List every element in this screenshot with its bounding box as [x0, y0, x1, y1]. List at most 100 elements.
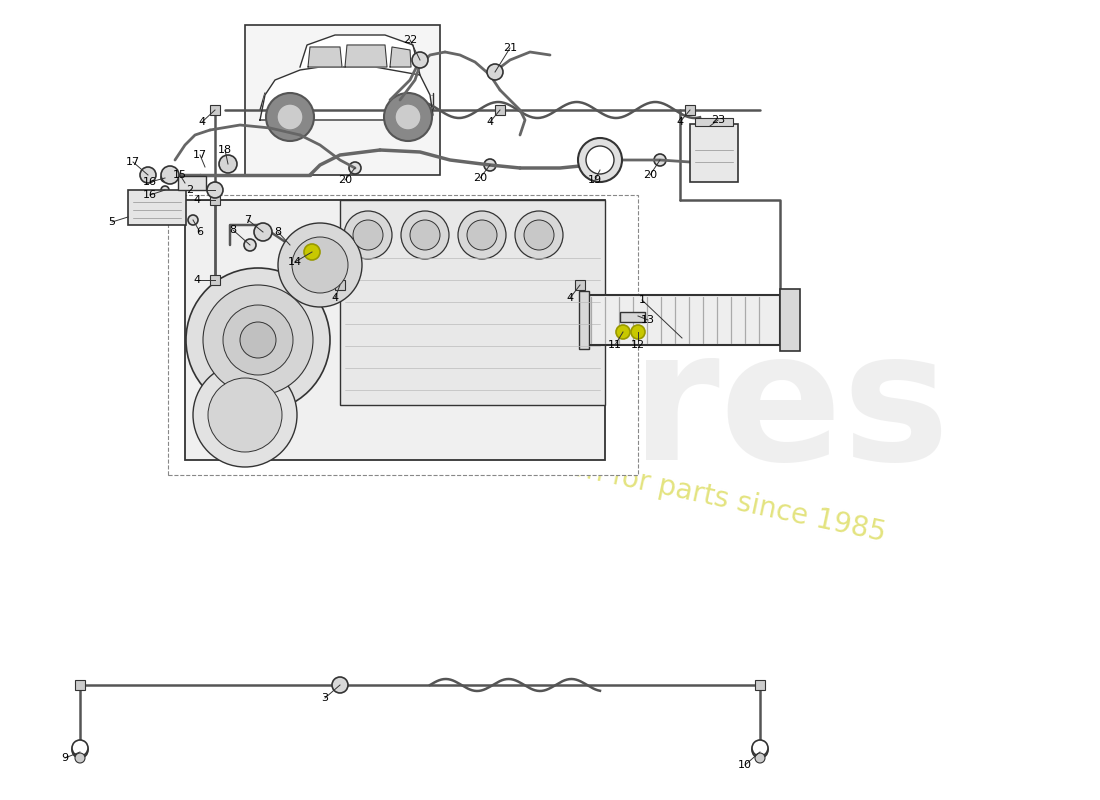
Circle shape: [192, 363, 297, 467]
Text: 5: 5: [109, 217, 116, 227]
Text: 4: 4: [486, 117, 494, 127]
Text: 8: 8: [274, 227, 282, 237]
Circle shape: [395, 104, 421, 130]
Text: 15: 15: [173, 170, 187, 180]
Circle shape: [755, 753, 764, 763]
Circle shape: [204, 285, 314, 395]
Circle shape: [186, 268, 330, 412]
Bar: [685, 105, 695, 115]
Text: 20: 20: [338, 175, 352, 185]
Circle shape: [72, 742, 88, 758]
Circle shape: [278, 223, 362, 307]
Circle shape: [752, 740, 768, 756]
Circle shape: [458, 211, 506, 259]
Text: 2: 2: [186, 185, 194, 195]
Bar: [336, 280, 345, 290]
Text: 20: 20: [642, 170, 657, 180]
Text: 12: 12: [631, 340, 645, 350]
Bar: [695, 118, 733, 126]
Text: 16: 16: [143, 190, 157, 200]
Text: 17: 17: [125, 157, 140, 167]
Circle shape: [277, 104, 302, 130]
Bar: [755, 680, 764, 690]
Text: 3: 3: [321, 693, 329, 703]
Text: 4: 4: [198, 117, 206, 127]
Circle shape: [266, 93, 314, 141]
Bar: [168, 195, 638, 475]
Text: 4: 4: [331, 293, 339, 303]
Circle shape: [254, 223, 272, 241]
Circle shape: [487, 64, 503, 80]
Text: ares: ares: [509, 322, 950, 498]
Polygon shape: [300, 35, 420, 75]
Circle shape: [349, 162, 361, 174]
Text: 11: 11: [608, 340, 622, 350]
Circle shape: [384, 93, 432, 141]
Bar: [620, 312, 645, 322]
Circle shape: [524, 220, 554, 250]
Circle shape: [219, 155, 236, 173]
Circle shape: [515, 211, 563, 259]
Circle shape: [616, 325, 630, 339]
Bar: [340, 200, 605, 405]
Circle shape: [353, 220, 383, 250]
Circle shape: [207, 182, 223, 198]
Bar: [495, 105, 505, 115]
Circle shape: [586, 146, 614, 174]
Bar: [210, 195, 220, 205]
Text: 10: 10: [738, 760, 752, 770]
Text: 21: 21: [503, 43, 517, 53]
Circle shape: [578, 138, 621, 182]
Polygon shape: [260, 67, 433, 120]
Circle shape: [161, 166, 179, 184]
Bar: [75, 680, 85, 690]
Bar: [585, 295, 780, 345]
Text: 4: 4: [566, 293, 573, 303]
Circle shape: [468, 220, 497, 250]
Text: 7: 7: [244, 215, 252, 225]
Text: 22: 22: [403, 35, 417, 45]
Polygon shape: [345, 45, 387, 67]
Bar: [579, 291, 588, 349]
Polygon shape: [308, 47, 342, 67]
Circle shape: [72, 740, 88, 756]
Circle shape: [285, 240, 295, 250]
Circle shape: [410, 220, 440, 250]
Circle shape: [161, 186, 169, 194]
Circle shape: [332, 677, 348, 693]
Bar: [128, 190, 186, 225]
Polygon shape: [390, 47, 411, 67]
Circle shape: [240, 322, 276, 358]
Circle shape: [292, 237, 348, 293]
Text: 14: 14: [288, 257, 302, 267]
Text: 6: 6: [197, 227, 204, 237]
Bar: [245, 25, 440, 175]
Circle shape: [208, 378, 282, 452]
Text: 23: 23: [711, 115, 725, 125]
Bar: [185, 200, 605, 460]
Circle shape: [402, 211, 449, 259]
Circle shape: [244, 239, 256, 251]
Text: 17: 17: [192, 150, 207, 160]
Circle shape: [344, 211, 392, 259]
Text: 13: 13: [641, 315, 654, 325]
Text: 9: 9: [62, 753, 68, 763]
Text: 8: 8: [230, 225, 236, 235]
Bar: [780, 289, 800, 351]
Text: 19: 19: [587, 175, 602, 185]
Text: 4: 4: [676, 117, 683, 127]
Bar: [210, 275, 220, 285]
Bar: [178, 176, 206, 190]
Text: 20: 20: [473, 173, 487, 183]
Circle shape: [75, 753, 85, 763]
Bar: [575, 280, 585, 290]
Text: 4: 4: [194, 275, 200, 285]
Circle shape: [654, 154, 666, 166]
Circle shape: [140, 167, 156, 183]
Circle shape: [412, 52, 428, 68]
Text: 1: 1: [638, 295, 646, 305]
Circle shape: [223, 305, 293, 375]
Text: 16: 16: [143, 177, 157, 187]
Bar: [690, 124, 738, 182]
Circle shape: [752, 742, 768, 758]
